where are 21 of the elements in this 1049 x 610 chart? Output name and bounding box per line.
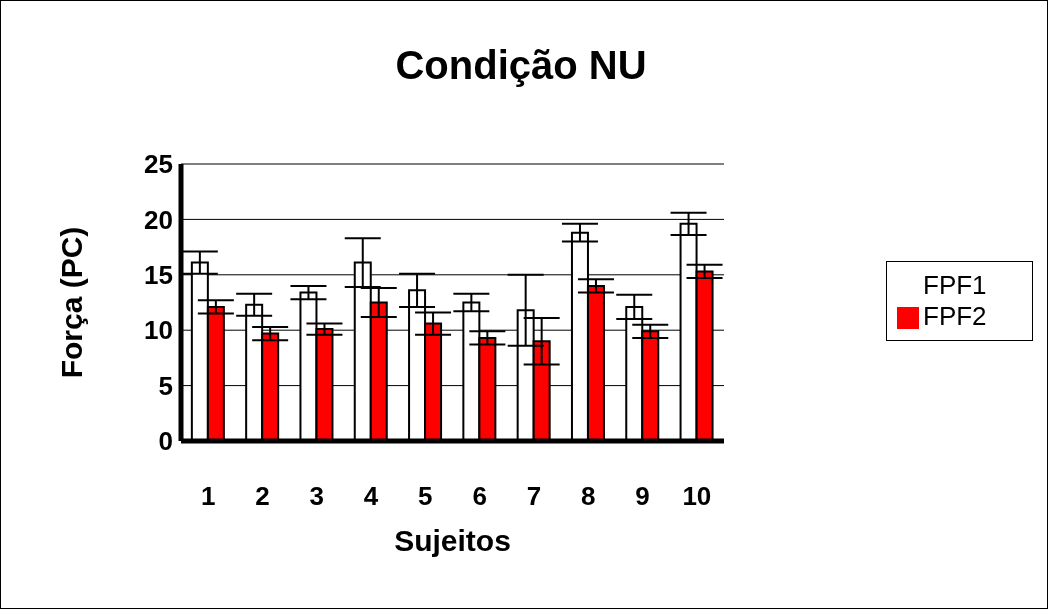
text: FPF1 <box>923 270 987 300</box>
y-tick-label: 10 <box>144 315 173 346</box>
x-tick-label: 10 <box>682 481 712 512</box>
x-tick-label: 4 <box>363 481 379 512</box>
y-tick-label: 25 <box>144 149 173 180</box>
x-tick-label: 5 <box>418 481 433 512</box>
x-tick-label: 7 <box>526 481 542 512</box>
y-tick-label: 15 <box>144 260 173 291</box>
y-tick-label: 0 <box>158 426 173 457</box>
x-tick-label: 8 <box>581 481 596 512</box>
y-tick-label: 5 <box>158 370 173 401</box>
x-axis-title: Sujeitos <box>394 524 511 557</box>
x-tick-label: 9 <box>635 481 650 512</box>
y-axis-title: Força (PC) <box>54 226 88 379</box>
x-tick-label: 1 <box>200 481 216 512</box>
x-tick-label: 6 <box>472 481 487 512</box>
chart-title: Condição NU <box>394 43 648 88</box>
legend-label: FPF2 <box>923 301 987 331</box>
x-tick-label: 3 <box>309 481 324 512</box>
y-tick-label: 20 <box>144 204 173 235</box>
x-tick-label: 2 <box>255 481 270 512</box>
